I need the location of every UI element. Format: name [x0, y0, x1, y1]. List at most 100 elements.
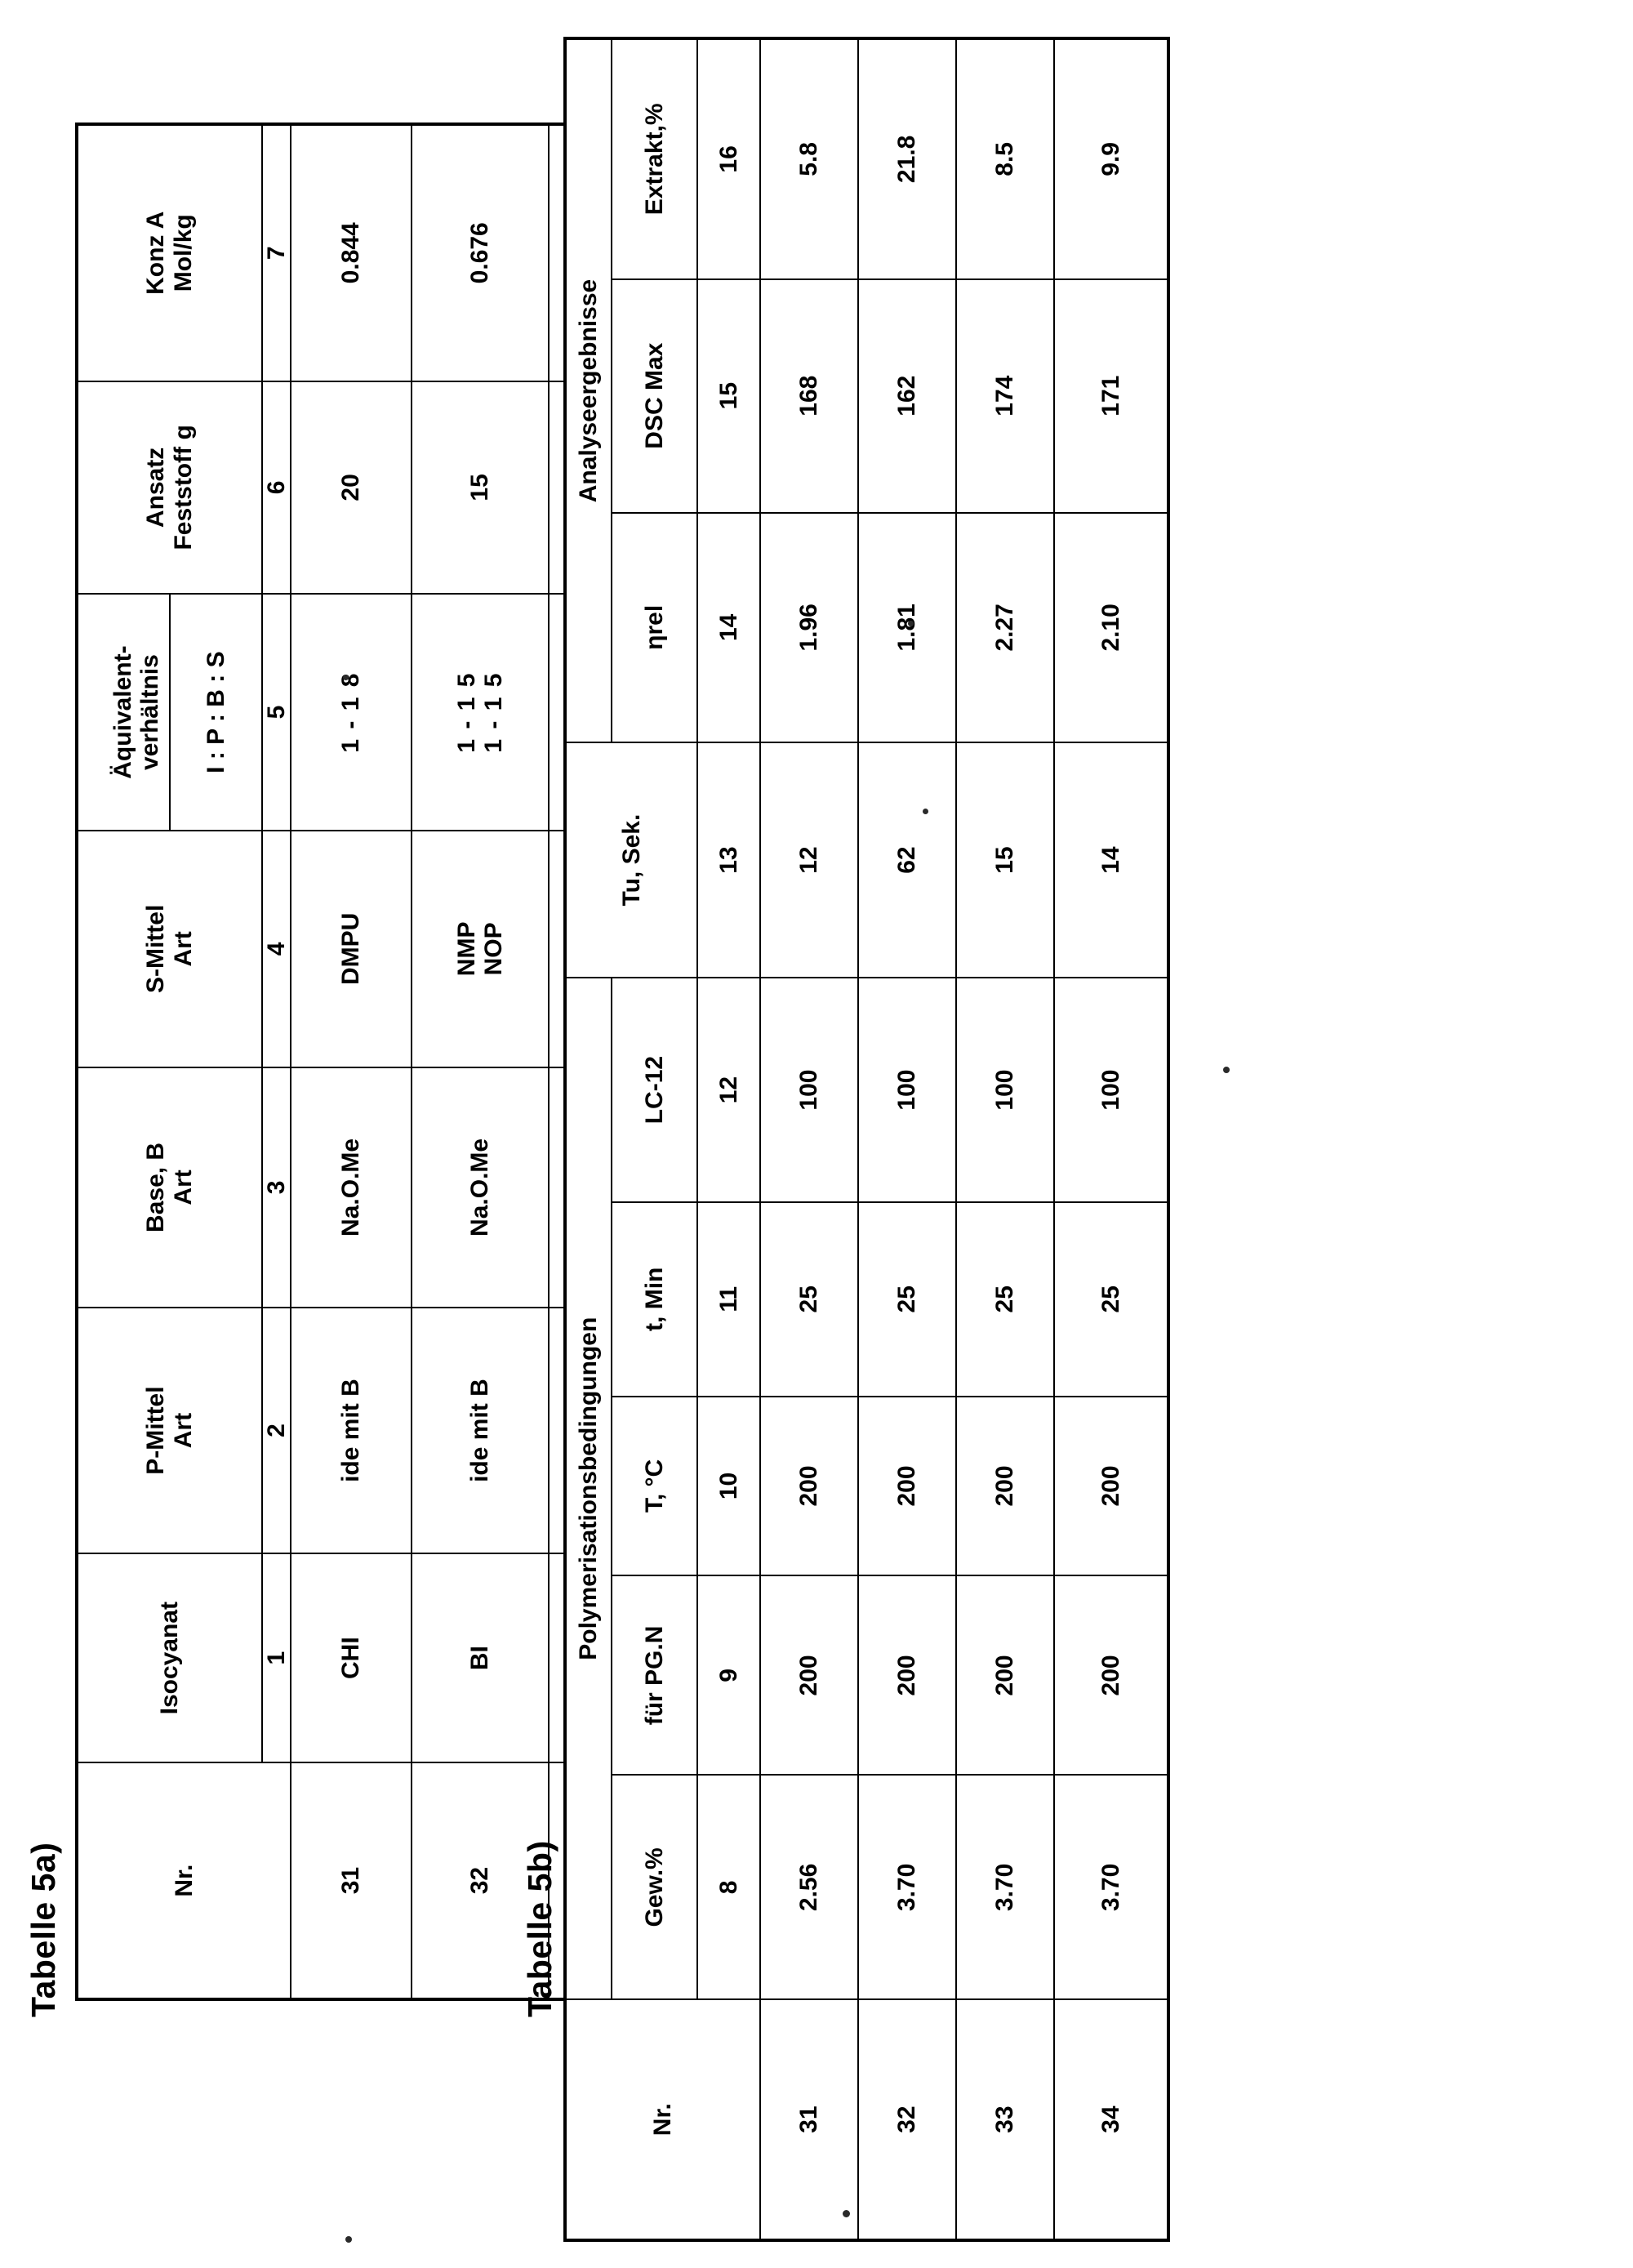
- header-gew: Gew.%: [611, 1775, 698, 2000]
- colnum-1: 1: [261, 1553, 291, 1763]
- cell-nr: 32: [858, 1999, 956, 2240]
- cell-gew: 3.70: [956, 1775, 1054, 2000]
- colnum-9: 9: [697, 1575, 760, 1776]
- cell-nrel: 2.10: [1054, 512, 1168, 743]
- cell-tu: 12: [760, 742, 858, 978]
- cell-tu: 15: [956, 742, 1054, 978]
- cell-time: 25: [956, 1202, 1054, 1397]
- cell-lc12: 100: [858, 978, 956, 1203]
- cell-isocyanat: CHI: [291, 1553, 412, 1763]
- group-polymerisationsbedingungen: Polymerisationsbedingungen: [565, 978, 612, 2000]
- cell-dsc: 174: [956, 278, 1054, 513]
- cell-nr: 34: [1054, 1999, 1168, 2240]
- cell-ratio: 1 - 1 8: [291, 594, 412, 831]
- cell-s-mittel: DMPU: [291, 830, 412, 1067]
- header-s-mittel: S-Mittel Art: [77, 830, 262, 1067]
- colnum-8: 8: [697, 1775, 760, 2000]
- colnum-6: 6: [261, 381, 291, 595]
- header-ansatz: Ansatz Feststoff g: [77, 381, 262, 595]
- colnum-7: 7: [261, 124, 291, 381]
- header-temp: T, °C: [611, 1396, 698, 1576]
- header-pgn: für PG.N: [611, 1575, 698, 1776]
- header-time: t, Min: [611, 1202, 698, 1397]
- scan-speck: [1223, 1067, 1230, 1073]
- cell-ansatz: 15: [412, 381, 550, 595]
- cell-nr: 31: [760, 1999, 858, 2240]
- header-extrakt: Extrakt,%: [611, 38, 698, 279]
- cell-lc12: 100: [956, 978, 1054, 1203]
- cell-nr: 33: [956, 1999, 1054, 2240]
- cell-time: 25: [1054, 1202, 1168, 1397]
- header-aequivalent-label: Äquivalent- verhältnis: [105, 595, 171, 830]
- header-konz: Konz A Mol/kg: [77, 124, 262, 381]
- group-analyseergebnisse: Analyseergebnisse: [565, 38, 612, 743]
- header-aequivalent-sublabel: I : P : B : S: [202, 651, 230, 773]
- header-nr: Nr.: [565, 1999, 760, 2240]
- header-lc12: LC-12: [611, 978, 698, 1203]
- colnum-16: 16: [697, 38, 760, 279]
- table-row: 32 BI ide mit B Na.O.Me NMP NOP 1 - 1 5 …: [412, 124, 550, 1999]
- colnum-12: 12: [697, 978, 760, 1203]
- cell-temp: 200: [760, 1396, 858, 1576]
- scan-speck: [908, 621, 914, 626]
- scan-speck: [923, 809, 928, 814]
- table-5a-title-text: Tabelle 5a): [24, 1842, 62, 2017]
- table-5b-header-row: Gew.% für PG.N T, °C t, Min LC-12 ηrel D…: [611, 38, 698, 2240]
- cell-p-mittel: ide mit B: [412, 1308, 550, 1554]
- header-tu: Tu, Sek.: [565, 742, 698, 978]
- colnum-10: 10: [697, 1396, 760, 1576]
- table-5b: Nr. Polymerisationsbedingungen Tu, Sek. …: [563, 37, 1170, 2242]
- table-row: 34 3.70 200 200 25 100 14 2.10 171 9.9: [1054, 38, 1168, 2240]
- cell-time: 25: [760, 1202, 858, 1397]
- table-5b-title-text: Tabelle 5b): [521, 1840, 558, 2017]
- cell-ansatz: 20: [291, 381, 412, 595]
- colnum-13: 13: [697, 742, 760, 978]
- cell-extrakt: 8.5: [956, 38, 1054, 279]
- colnum-5: 5: [261, 594, 291, 831]
- cell-ratio: 1 - 1 5 1 - 1 5: [412, 594, 550, 831]
- cell-pgn: 200: [760, 1575, 858, 1776]
- header-p-mittel: P-Mittel Art: [77, 1308, 262, 1554]
- header-aequivalent: Äquivalent- verhältnis I : P : B : S: [77, 594, 262, 831]
- cell-gew: 2.56: [760, 1775, 858, 2000]
- colnum-14: 14: [697, 512, 760, 743]
- cell-temp: 200: [1054, 1396, 1168, 1576]
- cell-gew: 3.70: [858, 1775, 956, 2000]
- table-5b-colnum-row: 8 9 10 11 12 13 14 15 16: [697, 38, 760, 2240]
- cell-konz: 0.676: [412, 124, 550, 381]
- colnum-2: 2: [261, 1308, 291, 1554]
- scan-speck: [345, 2236, 352, 2243]
- scan-speck: [843, 2210, 850, 2217]
- table-5b-group-row: Nr. Polymerisationsbedingungen Tu, Sek. …: [565, 38, 760, 2240]
- cell-extrakt: 9.9: [1054, 38, 1168, 279]
- table-5a-colnum-row: 1 2 3 4 5 6 7: [261, 124, 291, 1999]
- table-row: 31 CHI ide mit B Na.O.Me DMPU 1 - 1 8 20…: [291, 124, 412, 1999]
- cell-extrakt: 5.8: [760, 38, 858, 279]
- cell-nrel: 1.96: [760, 512, 858, 743]
- cell-pgn: 200: [1054, 1575, 1168, 1776]
- cell-gew: 3.70: [1054, 1775, 1168, 2000]
- table-5b-wrapper: Nr. Polymerisationsbedingungen Tu, Sek. …: [563, 37, 1170, 2242]
- cell-p-mittel: ide mit B: [291, 1308, 412, 1554]
- table-row: 31 2.56 200 200 25 100 12 1.96 168 5.8: [760, 38, 858, 2240]
- header-nr: Nr.: [77, 1762, 291, 1999]
- cell-nrel: 2.27: [956, 512, 1054, 743]
- table-5b-title: Tabelle 5b): [521, 1840, 559, 2017]
- cell-konz: 0.844: [291, 124, 412, 381]
- colnum-4: 4: [261, 830, 291, 1067]
- scan-speck: [343, 675, 349, 680]
- cell-s-mittel: NMP NOP: [412, 830, 550, 1067]
- cell-dsc: 168: [760, 278, 858, 513]
- cell-dsc: 171: [1054, 278, 1168, 513]
- cell-time: 25: [858, 1202, 956, 1397]
- colnum-11: 11: [697, 1202, 760, 1397]
- table-row: 32 3.70 200 200 25 100 62 1.81 162 21.8: [858, 38, 956, 2240]
- cell-isocyanat: BI: [412, 1553, 550, 1763]
- cell-extrakt: 21.8: [858, 38, 956, 279]
- table-5a-header-row: Nr. Isocyanat P-Mittel Art Base, B Art S…: [77, 124, 291, 1999]
- cell-pgn: 200: [858, 1575, 956, 1776]
- header-dsc: DSC Max: [611, 278, 698, 513]
- cell-nrel: 1.81: [858, 512, 956, 743]
- cell-lc12: 100: [760, 978, 858, 1203]
- cell-tu: 14: [1054, 742, 1168, 978]
